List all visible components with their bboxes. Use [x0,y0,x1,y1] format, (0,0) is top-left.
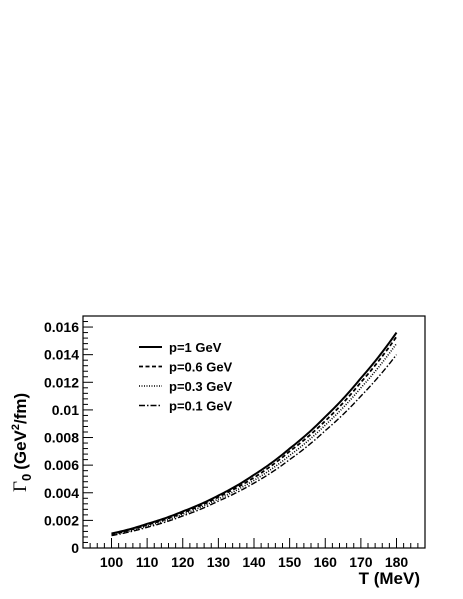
y-axis-title: Γ0 (GeV2/fm) [10,393,34,492]
y-tick-label: 0.002 [44,512,79,528]
y-tick-label: 0.014 [44,347,79,363]
x-tick-label: 110 [136,554,159,570]
x-tick-label: 170 [349,554,373,570]
series-line-1 [111,331,398,535]
y-tick-label: 0.016 [44,319,79,335]
y-tick-label: 0.004 [44,485,79,501]
axes: 100 110 120 130 140 150 160 170 180 0 0.002 0.004 0.… [44,315,426,570]
y-axis-title-units-end: /fm) [11,393,30,424]
y-tick-label: 0 [71,540,79,556]
x-axis-title: T (MeV) [359,569,420,588]
x-tick-label: 130 [207,554,231,570]
y-tick-label: 0.01 [52,402,79,418]
x-tick-label: 160 [314,554,338,570]
series-layer [111,331,398,537]
series-line-3 [111,343,398,536]
legend-label: p=1 GeV [169,340,222,355]
y-axis-title-units: (GeV [11,429,30,469]
legend-label: p=0.6 GeV [169,360,233,375]
x-tick-label: 100 [100,554,124,570]
series-line-2 [111,336,398,536]
x-tick-label: 140 [242,554,266,570]
y-axis-title-subscript: 0 [19,474,34,481]
y-axis-title-superscript: 2 [10,424,22,430]
legend-label: p=0.1 GeV [169,399,233,414]
plot-frame [82,315,426,549]
legend: p=1 GeV p=0.6 GeV p=0.3 GeV p=0.1 GeV [139,340,233,414]
x-tick-label: 150 [278,554,302,570]
series-line-4 [111,354,398,537]
legend-label: p=0.3 GeV [169,379,233,394]
x-tick-label: 180 [385,554,409,570]
y-axis-title-symbol: Γ [10,481,31,492]
y-tick-label: 0.008 [44,430,79,446]
y-tick-label: 0.006 [44,457,79,473]
x-tick-label: 120 [171,554,195,570]
y-tick-label: 0.012 [44,374,79,390]
